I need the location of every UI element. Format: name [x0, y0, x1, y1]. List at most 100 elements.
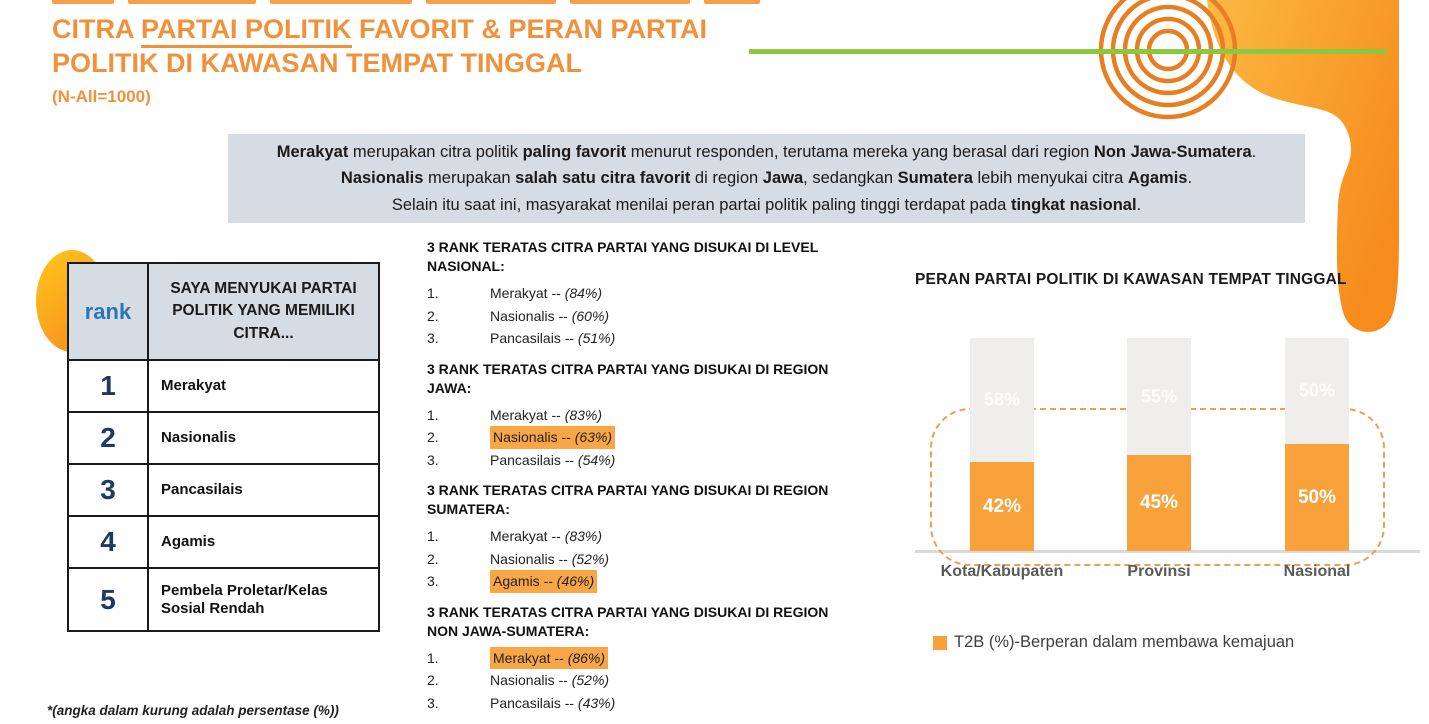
- highlighted-list-item-text: Nasionalis -- (63%): [490, 426, 616, 449]
- summary-text: Merakyat merupakan citra politik paling …: [228, 139, 1305, 219]
- list-item-number: 1.: [427, 285, 439, 301]
- list-item-text: Merakyat -- (84%): [490, 285, 603, 301]
- cropped-top-decoration: [52, 0, 114, 4]
- rank-table: rank SAYA MENYUKAI PARTAI POLITIK YANG M…: [67, 262, 380, 632]
- rank-table-row: 4 Agamis: [69, 517, 378, 569]
- bar-gray-segment: 58%: [970, 338, 1034, 462]
- section-heading: 3 RANK TERATAS CITRA PARTAI YANG DISUKAI…: [427, 482, 829, 517]
- list-item-number: 1.: [427, 406, 439, 423]
- list-item: 2. Nasionalis -- (52%): [427, 669, 857, 692]
- bar-orange-segment: 42%: [970, 462, 1034, 551]
- list-item-text: Merakyat -- (83%): [490, 528, 603, 544]
- cropped-top-decoration: [570, 0, 690, 4]
- bar-orange-segment: 45%: [1127, 455, 1191, 551]
- list-item-text: Nasionalis -- (52%): [490, 550, 610, 567]
- list-item: 1. Merakyat -- (83%): [427, 525, 857, 548]
- rank-number: 1: [69, 361, 149, 411]
- rank-table-row: 1 Merakyat: [69, 361, 378, 413]
- cropped-top-decoration: [128, 0, 256, 4]
- list-item: 1. Merakyat -- (83%): [427, 404, 857, 427]
- list-item: 3. Pancasilais -- (43%): [427, 692, 857, 715]
- list-item: 3. Agamis -- (46%): [427, 570, 857, 593]
- section-heading: 3 RANK TERATAS CITRA PARTAI YANG DISUKAI…: [427, 360, 829, 396]
- legend-swatch-icon: [933, 635, 947, 650]
- rank-table-header: rank SAYA MENYUKAI PARTAI POLITIK YANG M…: [69, 264, 378, 361]
- rank-column-header: rank: [69, 264, 149, 359]
- cropped-top-decoration: [426, 0, 556, 4]
- statement-column-header: SAYA MENYUKAI PARTAI POLITIK YANG MEMILI…: [170, 279, 357, 342]
- list-item-number: 3.: [427, 451, 439, 468]
- section-heading: 3 RANK TERATAS CITRA PARTAI YANG DISUKAI…: [427, 239, 818, 274]
- sample-size-note: (N-All=1000): [52, 87, 151, 106]
- highlighted-list-item-text: Agamis -- (46%): [490, 570, 598, 593]
- list-item: 3. Pancasilais -- (51%): [427, 327, 857, 350]
- section-heading: 3 RANK TERATAS CITRA PARTAI YANG DISUKAI…: [427, 603, 829, 639]
- category-label: Provinsi: [1127, 563, 1191, 580]
- summary-box: Merakyat merupakan citra politik paling …: [228, 134, 1305, 223]
- rank-number: 4: [69, 517, 149, 567]
- list-item: 2. Nasionalis -- (52%): [427, 548, 857, 571]
- rank-table-row: 2 Nasionalis: [69, 413, 378, 465]
- orange-bar-value: 42%: [982, 495, 1022, 517]
- summary-line: Nasionalis merupakan salah satu citra fa…: [340, 169, 1193, 188]
- highlighted-list-item-text: Merakyat -- (86%): [490, 646, 609, 669]
- rank-number: 5: [69, 569, 149, 630]
- category-label: Kota/Kabupaten: [940, 563, 1064, 580]
- bar-orange-segment: 50%: [1285, 444, 1349, 551]
- chart-plot: 58% 42% Kota/Kabupaten 55% 45% Provinsi 50% 50%…: [915, 265, 1427, 710]
- list-item: 2. Nasionalis -- (60%): [427, 305, 857, 328]
- rank-table-body: 1 Merakyat 2 Nasionalis 3 Pancasilais 4 Agamis 5…: [69, 361, 378, 630]
- x-axis-line: [915, 550, 1420, 553]
- gray-bar-value: 50%: [1298, 380, 1336, 401]
- bar-gray-segment: 55%: [1127, 338, 1191, 455]
- list-item-text: Pancasilais -- (51%): [490, 330, 616, 346]
- rank-label: Pancasilais: [161, 481, 243, 498]
- cropped-top-decoration: [704, 0, 760, 4]
- rank-table-row: 5 Pembela Proletar/Kelas Sosial Rendah: [69, 569, 378, 630]
- list-item: 1. Merakyat -- (86%): [427, 646, 857, 669]
- slide-title-line1: CITRA PARTAI POLITIK FAVORIT & PERAN PAR…: [52, 12, 707, 48]
- rank-number: 3: [69, 465, 149, 515]
- list-item: 1. Merakyat -- (84%): [427, 282, 857, 305]
- list-item-number: 2.: [427, 550, 439, 567]
- list-item-text: Nasionalis -- (60%): [490, 307, 610, 324]
- rank-lists: 3 RANK TERATAS CITRA PARTAI YANG DISUKAI…: [427, 238, 857, 724]
- green-accent-line: [749, 49, 1387, 54]
- slide-title-line2: POLITIK DI KAWASAN TEMPAT TINGGAL: [52, 48, 582, 78]
- list-item: 2. Nasionalis -- (63%): [427, 426, 857, 449]
- summary-line: Merakyat merupakan citra politik paling …: [276, 142, 1257, 161]
- category-label: Nasional: [1283, 563, 1351, 580]
- chart-legend: T2B (%)-Berperan dalam membawa kemajuan: [933, 633, 1294, 652]
- title-underlined-phrase: PARTAI POLITIK: [141, 14, 352, 48]
- rank-label: Agamis: [161, 533, 216, 550]
- list-item-number: 3.: [427, 330, 439, 346]
- rank-label: Pembela Proletar/Kelas Sosial Rendah: [161, 581, 328, 617]
- rank-list-section: 3 RANK TERATAS CITRA PARTAI YANG DISUKAI…: [427, 238, 857, 350]
- rank-list-section: 3 RANK TERATAS CITRA PARTAI YANG DISUKAI…: [427, 603, 857, 715]
- concentric-circles-decoration: [1098, 0, 1238, 120]
- list-item-number: 2.: [427, 307, 439, 324]
- rank-list-section: 3 RANK TERATAS CITRA PARTAI YANG DISUKAI…: [427, 481, 857, 593]
- gray-bar-value: 55%: [1140, 386, 1178, 406]
- bar-gray-segment: 50%: [1285, 338, 1349, 444]
- rank-list-section: 3 RANK TERATAS CITRA PARTAI YANG DISUKAI…: [427, 360, 857, 472]
- list-item-number: 1.: [427, 528, 439, 544]
- rank-label: Nasionalis: [161, 429, 237, 446]
- list-item: 3. Pancasilais -- (54%): [427, 449, 857, 472]
- rank-label: Merakyat: [161, 377, 227, 394]
- list-item-text: Pancasilais -- (54%): [490, 451, 616, 468]
- list-item-number: 1.: [427, 649, 439, 666]
- list-item-text: Merakyat -- (83%): [490, 406, 603, 423]
- orange-bar-value: 45%: [1139, 492, 1179, 513]
- list-item-text: Nasionalis -- (52%): [490, 672, 610, 688]
- list-item-number: 3.: [427, 694, 439, 711]
- cropped-top-decoration: [270, 0, 412, 4]
- list-item-number: 3.: [427, 573, 439, 589]
- footnote: *(angka dalam kurung adalah persentase (…: [47, 703, 339, 718]
- slide-title-block: CITRA PARTAI POLITIK FAVORIT & PERAN PAR…: [52, 12, 707, 107]
- rank-number: 2: [69, 413, 149, 463]
- list-item-number: 2.: [427, 429, 439, 445]
- rank-table-row: 3 Pancasilais: [69, 465, 378, 517]
- role-chart: PERAN PARTAI POLITIK DI KAWASAN TEMPAT T…: [915, 265, 1427, 710]
- gray-bar-value: 58%: [983, 389, 1021, 410]
